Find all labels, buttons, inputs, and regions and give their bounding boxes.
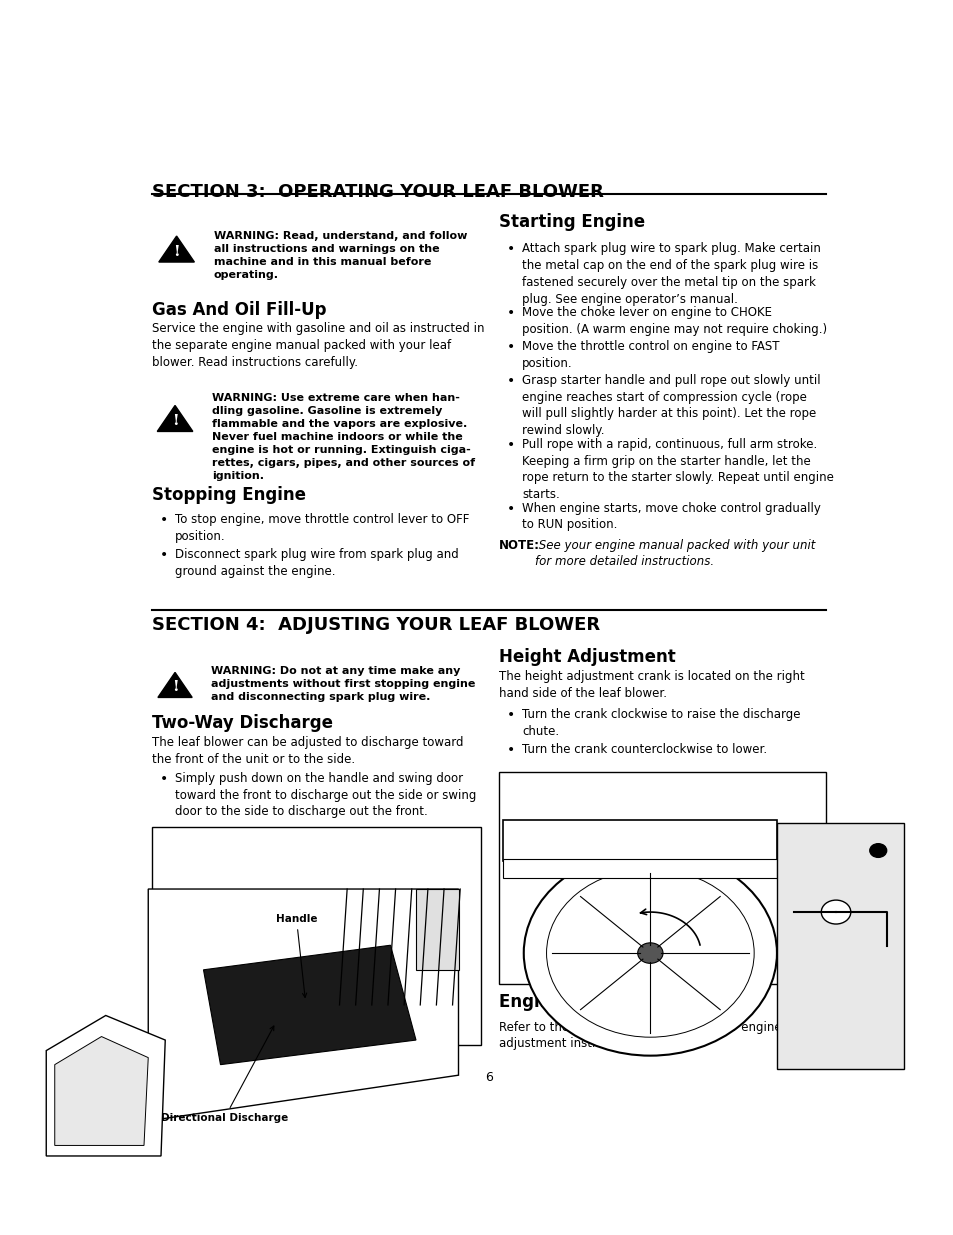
Text: Grasp starter handle and pull rope out slowly until
engine reaches start of comp: Grasp starter handle and pull rope out s… <box>521 374 820 437</box>
Text: To stop engine, move throttle control lever to OFF
position.: To stop engine, move throttle control le… <box>174 514 469 543</box>
Text: 6: 6 <box>484 1071 493 1084</box>
Circle shape <box>637 942 662 963</box>
Text: !: ! <box>172 414 178 429</box>
Text: •: • <box>506 742 515 757</box>
Text: Starting Engine: Starting Engine <box>498 214 644 231</box>
Text: Two-Way Discharge: Two-Way Discharge <box>152 714 333 732</box>
Text: The leaf blower can be adjusted to discharge toward
the front of the unit or to : The leaf blower can be adjusted to disch… <box>152 736 463 766</box>
Polygon shape <box>46 1015 165 1156</box>
Polygon shape <box>148 889 458 1121</box>
Text: •: • <box>506 501 515 516</box>
Text: When engine starts, move choke control gradually
to RUN position.: When engine starts, move choke control g… <box>521 501 821 531</box>
Text: •: • <box>506 437 515 452</box>
Circle shape <box>869 844 885 857</box>
Circle shape <box>54 1055 132 1118</box>
Polygon shape <box>776 824 902 1070</box>
FancyBboxPatch shape <box>502 860 776 878</box>
Text: Handle: Handle <box>275 914 317 998</box>
Text: Refer to the separate engine manual for engine
adjustment instructions.: Refer to the separate engine manual for … <box>498 1020 781 1051</box>
Text: Figure 3: Figure 3 <box>287 1041 345 1055</box>
FancyBboxPatch shape <box>502 820 776 861</box>
Text: !: ! <box>172 680 178 694</box>
Text: Move the throttle control on engine to FAST
position.: Move the throttle control on engine to F… <box>521 340 779 369</box>
Text: WARNING: Do not at any time make any
adjustments without first stopping engine
a: WARNING: Do not at any time make any adj… <box>211 666 475 701</box>
Text: Engine Adjustment: Engine Adjustment <box>498 993 677 1011</box>
Text: Directional Discharge: Directional Discharge <box>161 1026 288 1123</box>
Polygon shape <box>416 889 458 969</box>
Text: !: ! <box>173 245 180 258</box>
Circle shape <box>523 851 776 1056</box>
Text: WARNING: Read, understand, and follow
all instructions and warnings on the
machi: WARNING: Read, understand, and follow al… <box>213 231 467 280</box>
Text: Turn the crank clockwise to raise the discharge
chute.: Turn the crank clockwise to raise the di… <box>521 708 800 737</box>
Text: The height adjustment crank is located on the right
hand side of the leaf blower: The height adjustment crank is located o… <box>498 671 804 700</box>
Text: •: • <box>159 772 168 785</box>
Text: •: • <box>506 340 515 354</box>
Text: •: • <box>506 708 515 722</box>
Text: See your engine manual packed with your unit
for more detailed instructions.: See your engine manual packed with your … <box>534 538 814 568</box>
Text: WARNING: Use extreme care when han-
dling gasoline. Gasoline is extremely
flamma: WARNING: Use extreme care when han- dlin… <box>212 393 475 482</box>
Polygon shape <box>203 945 416 1065</box>
Polygon shape <box>54 1036 148 1145</box>
Polygon shape <box>158 672 192 698</box>
Text: •: • <box>159 514 168 527</box>
Text: •: • <box>506 306 515 320</box>
Text: SECTION 4:  ADJUSTING YOUR LEAF BLOWER: SECTION 4: ADJUSTING YOUR LEAF BLOWER <box>152 616 599 635</box>
Text: Disconnect spark plug wire from spark plug and
ground against the engine.: Disconnect spark plug wire from spark pl… <box>174 548 458 578</box>
Text: •: • <box>506 242 515 256</box>
Text: Turn the crank counterclockwise to lower.: Turn the crank counterclockwise to lower… <box>521 742 766 756</box>
Bar <box>152 827 480 1045</box>
Text: Move the choke lever on engine to CHOKE
position. (A warm engine may not require: Move the choke lever on engine to CHOKE … <box>521 306 826 336</box>
Text: Gas And Oil Fill-Up: Gas And Oil Fill-Up <box>152 301 326 319</box>
Polygon shape <box>158 236 194 262</box>
Text: Service the engine with gasoline and oil as instructed in
the separate engine ma: Service the engine with gasoline and oil… <box>152 322 484 369</box>
Bar <box>498 772 825 983</box>
Circle shape <box>78 1073 108 1098</box>
Text: •: • <box>159 548 168 562</box>
Circle shape <box>821 900 850 924</box>
Text: Height Adjustment: Height Adjustment <box>498 647 675 666</box>
Text: Figure 4: Figure 4 <box>633 979 691 993</box>
Circle shape <box>546 869 754 1037</box>
Text: NOTE:: NOTE: <box>498 538 539 552</box>
Text: Stopping Engine: Stopping Engine <box>152 485 306 504</box>
Text: •: • <box>506 374 515 388</box>
Text: SECTION 3:  OPERATING YOUR LEAF BLOWER: SECTION 3: OPERATING YOUR LEAF BLOWER <box>152 183 603 200</box>
Polygon shape <box>157 405 193 431</box>
Text: Pull rope with a rapid, continuous, full arm stroke.
Keeping a firm grip on the : Pull rope with a rapid, continuous, full… <box>521 437 833 501</box>
Text: Attach spark plug wire to spark plug. Make certain
the metal cap on the end of t: Attach spark plug wire to spark plug. Ma… <box>521 242 821 305</box>
Text: Simply push down on the handle and swing door
toward the front to discharge out : Simply push down on the handle and swing… <box>174 772 476 819</box>
